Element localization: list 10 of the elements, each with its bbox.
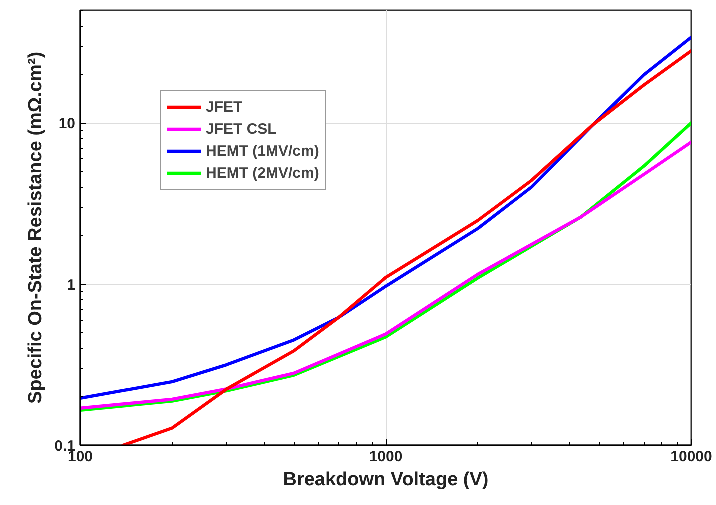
y-axis-title: Specific On-State Resistance (mΩ.cm²) (26, 52, 47, 404)
legend-label: HEMT (1MV/cm) (206, 142, 320, 161)
y-tick-label: 10 (58, 116, 76, 133)
legend-label: HEMT (2MV/cm) (206, 164, 320, 183)
legend-label: JFET CSL (206, 120, 277, 139)
y-tick-label: 1 (67, 276, 76, 294)
x-tick-label: 10000 (670, 448, 712, 466)
x-tick-label: 1000 (369, 448, 403, 466)
legend-label: JFET (206, 98, 243, 117)
x-axis-title: Breakdown Voltage (V) (283, 470, 489, 490)
